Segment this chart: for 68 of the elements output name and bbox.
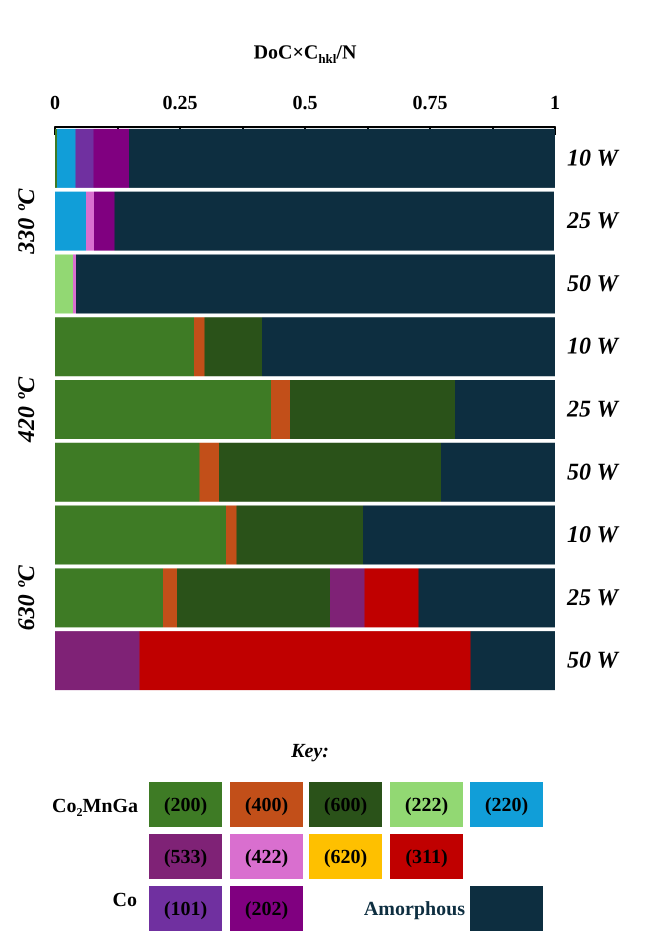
bar bbox=[55, 631, 140, 690]
legend-label: (220) bbox=[484, 794, 528, 816]
bar bbox=[290, 380, 455, 440]
bar bbox=[55, 254, 73, 314]
bar bbox=[194, 317, 204, 376]
bar bbox=[55, 192, 86, 251]
text: Co₂MnGa bbox=[52, 795, 138, 817]
legend-label: (222) bbox=[404, 794, 448, 816]
bar bbox=[330, 568, 364, 628]
bar bbox=[418, 568, 555, 628]
legend-label: (202) bbox=[244, 898, 288, 920]
legend-label: (400) bbox=[244, 794, 288, 816]
y-tick-label: 10 W bbox=[567, 334, 620, 360]
bar bbox=[94, 192, 114, 251]
bar bbox=[226, 506, 236, 565]
y-tick-label: 50 W bbox=[567, 270, 620, 297]
y-tick-label: 25 W bbox=[566, 208, 620, 234]
bar bbox=[57, 128, 76, 188]
text: 420 ºC bbox=[14, 376, 40, 444]
bar bbox=[76, 128, 94, 188]
bar bbox=[363, 506, 555, 565]
bar bbox=[55, 317, 194, 376]
bar bbox=[55, 568, 163, 628]
legend-label: (311) bbox=[405, 846, 448, 868]
bar bbox=[129, 128, 555, 188]
text: 330 ºC bbox=[14, 188, 40, 255]
x-tick-label: 1 bbox=[550, 92, 560, 114]
bar bbox=[441, 442, 555, 502]
x-tick-label: 0.5 bbox=[292, 92, 318, 114]
bar bbox=[455, 380, 555, 440]
text: Amorphous bbox=[364, 898, 466, 920]
bar bbox=[86, 192, 94, 251]
bar bbox=[470, 631, 555, 690]
legend-label: (422) bbox=[244, 846, 288, 868]
legend-title: Key: bbox=[290, 740, 329, 762]
bar bbox=[114, 192, 554, 251]
y-tick-label: 10 W bbox=[567, 522, 620, 548]
y-tick-label: 25 W bbox=[566, 396, 620, 422]
bar bbox=[271, 380, 290, 440]
x-tick-label: 0 bbox=[50, 92, 60, 114]
text: Co bbox=[112, 889, 137, 911]
bar bbox=[364, 568, 418, 628]
y-tick-label: 10 W bbox=[567, 145, 620, 172]
bar bbox=[55, 442, 200, 502]
y-tick-label: 50 W bbox=[567, 459, 620, 486]
bar bbox=[177, 568, 330, 628]
bar bbox=[73, 254, 76, 314]
bar bbox=[236, 506, 363, 565]
bar bbox=[55, 380, 271, 440]
legend-label: (101) bbox=[164, 898, 208, 920]
x-tick-label: 0.25 bbox=[162, 92, 198, 114]
bar bbox=[200, 442, 219, 502]
bar bbox=[219, 442, 441, 502]
bar bbox=[204, 317, 262, 376]
legend-label: (200) bbox=[164, 794, 208, 816]
legend-label: (533) bbox=[164, 846, 208, 868]
bar bbox=[262, 317, 555, 376]
bar bbox=[140, 631, 470, 690]
legend-label: (620) bbox=[324, 846, 368, 868]
bar bbox=[76, 254, 555, 314]
x-tick-label: 0.75 bbox=[412, 92, 448, 114]
y-tick-label: 25 W bbox=[566, 584, 620, 611]
legend-label: (600) bbox=[324, 794, 368, 816]
text: 630 ºC bbox=[14, 564, 40, 630]
y-tick-label: 50 W bbox=[567, 648, 620, 674]
bar bbox=[55, 506, 226, 565]
bar bbox=[163, 568, 177, 628]
bar bbox=[94, 128, 129, 188]
